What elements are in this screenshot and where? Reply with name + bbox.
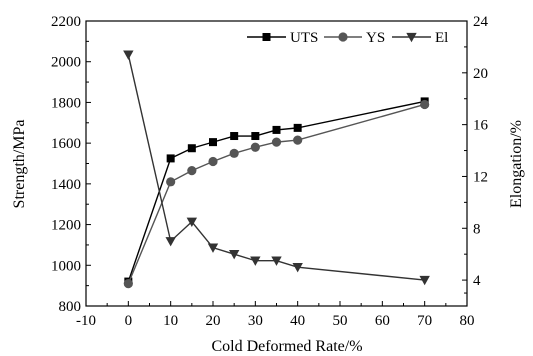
y-tick-label: 1800 — [51, 95, 81, 111]
data-point — [262, 33, 271, 41]
y2-tick-label: 16 — [473, 118, 489, 134]
data-point — [187, 166, 197, 176]
x-tick-label: 50 — [333, 313, 348, 329]
x-axis: -10 0 10 20 30 40 50 60 70 80 — [76, 301, 475, 329]
series-line — [127, 54, 425, 281]
x-tick-label: 40 — [290, 313, 305, 329]
x-tick-label: 70 — [417, 313, 432, 329]
legend: UTS YS El — [247, 30, 448, 46]
y2-tick-label: 8 — [473, 221, 481, 237]
series-layer — [123, 50, 430, 289]
data-point — [271, 256, 282, 266]
legend-label: El — [435, 30, 448, 46]
data-point — [186, 217, 198, 227]
y2-tick-label: 12 — [473, 169, 488, 185]
data-point — [166, 154, 175, 163]
data-point — [209, 138, 217, 147]
y2-tick-label: 20 — [473, 66, 488, 82]
data-point — [207, 243, 219, 253]
data-point — [229, 148, 239, 158]
y-tick-label: 2200 — [51, 14, 81, 30]
x-tick-label: 10 — [163, 313, 178, 329]
legend-item-el: El — [392, 30, 448, 46]
y-axis-left: 800 1000 1200 1400 1600 1800 2000 2200 — [51, 14, 91, 315]
data-point — [292, 262, 303, 273]
data-point — [271, 137, 282, 147]
y2-tick-label: 24 — [473, 14, 489, 30]
data-point — [208, 156, 218, 167]
x-tick-label: 20 — [206, 313, 221, 329]
y-tick-label: 800 — [59, 299, 82, 315]
y-tick-label: 1200 — [51, 218, 81, 234]
data-point — [272, 125, 281, 134]
y-tick-label: 2000 — [51, 55, 81, 71]
data-point — [250, 256, 261, 266]
legend-item-uts: UTS — [247, 30, 318, 46]
y-tick-label: 1000 — [51, 258, 81, 274]
data-point — [228, 250, 240, 260]
data-point — [251, 132, 260, 141]
x-tick-label: 80 — [460, 313, 475, 329]
data-point — [187, 144, 196, 153]
y-axis-right: 4 8 12 16 20 24 — [462, 14, 489, 294]
data-point — [293, 135, 303, 145]
y-tick-label: 1400 — [51, 177, 81, 193]
data-point — [165, 237, 176, 247]
x-tick-label: 60 — [375, 313, 390, 329]
legend-label: UTS — [290, 30, 318, 46]
x-tick-label: 0 — [125, 313, 133, 329]
x-axis-title: Cold Deformed Rate/% — [211, 338, 362, 355]
data-point — [293, 123, 302, 132]
series-ys — [123, 99, 430, 289]
y-axis-left-title: Strength/MPa — [11, 120, 28, 209]
data-point — [250, 142, 260, 152]
data-point — [123, 50, 134, 60]
data-point — [123, 279, 133, 289]
data-point — [230, 132, 239, 141]
x-tick-label: 30 — [248, 313, 263, 329]
legend-label: YS — [366, 30, 385, 46]
x-tick-label: -10 — [76, 313, 96, 329]
data-point — [419, 275, 430, 286]
y-axis-right-title: Elongation/% — [508, 120, 525, 208]
data-point — [406, 32, 417, 43]
y2-tick-label: 4 — [473, 273, 481, 289]
y-tick-label: 1600 — [51, 136, 81, 152]
data-point — [420, 99, 430, 110]
data-point — [338, 32, 348, 42]
series-el — [123, 50, 430, 286]
data-point — [166, 177, 176, 187]
legend-item-ys: YS — [324, 30, 385, 46]
